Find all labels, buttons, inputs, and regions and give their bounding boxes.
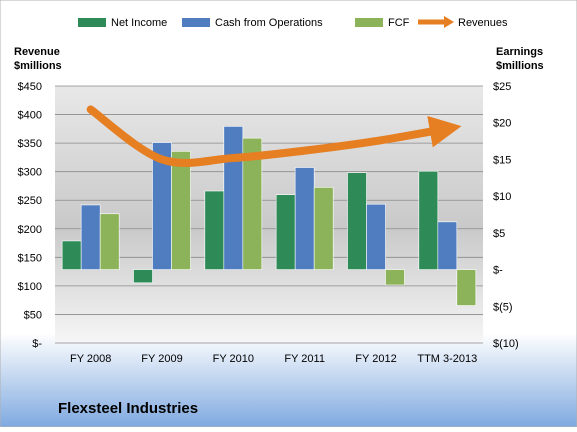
x-tick-label: FY 2008 <box>70 353 111 365</box>
legend-arrow-icon <box>444 16 454 28</box>
left-tick-label: $300 <box>18 167 42 179</box>
right-axis-title-line1: Earnings <box>496 46 543 58</box>
legend-swatch-net-income <box>78 18 106 27</box>
x-tick-label: FY 2010 <box>213 353 254 365</box>
right-tick-label: $10 <box>493 191 511 203</box>
bar-fcf <box>385 269 405 286</box>
legend-label-fcf: FCF <box>388 17 410 29</box>
bar-fcf <box>456 269 477 306</box>
bar-net-income <box>204 190 225 270</box>
legend-label-net-income: Net Income <box>111 17 167 29</box>
line-layer <box>86 105 462 167</box>
company-name: Flexsteel Industries <box>58 400 198 417</box>
legend-label-cash-from-operations: Cash from Operations <box>215 17 323 29</box>
legend-label-revenues: Revenues <box>458 17 508 29</box>
right-tick-label: $15 <box>493 154 511 166</box>
bar-net-income <box>61 240 82 270</box>
right-tick-label: $(10) <box>493 338 519 350</box>
right-tick-label: $20 <box>493 118 511 130</box>
bar-net-income <box>418 170 439 270</box>
legend-swatch-cash-from-operations <box>182 18 210 27</box>
x-tick-label: FY 2011 <box>284 353 325 365</box>
bar-fcf <box>99 213 120 270</box>
bar-cash-from-operations <box>437 221 458 270</box>
left-tick-label: $250 <box>18 195 42 207</box>
axis-layer: $- $50 $100 $150 $200 $250 $300 $350 $400 $450 $(1… <box>18 81 519 365</box>
legend: Net Income Cash from Operations FCF Revenue… <box>78 16 508 29</box>
left-tick-label: $200 <box>18 224 42 236</box>
right-tick-label: $(5) <box>493 301 513 313</box>
right-tick-label: $5 <box>493 228 505 240</box>
right-tick-label: $25 <box>493 81 511 93</box>
grid-layer <box>55 85 483 344</box>
bar-net-income <box>347 172 367 270</box>
left-tick-label: $- <box>32 338 42 350</box>
left-axis-title-line2: $millions <box>14 60 62 72</box>
right-axis-title-line2: $millions <box>496 60 544 72</box>
left-tick-label: $400 <box>18 110 42 122</box>
bar-cash-from-operations <box>294 167 315 270</box>
plot-area <box>55 86 483 343</box>
left-tick-label: $350 <box>18 138 42 150</box>
x-tick-label: FY 2012 <box>355 353 396 365</box>
bar-fcf <box>313 187 334 270</box>
bar-cash-from-operations <box>223 126 244 270</box>
right-tick-label: $- <box>493 265 503 277</box>
bar-cash-from-operations <box>366 203 386 270</box>
x-tick-label: TTM 3-2013 <box>417 353 477 365</box>
bar-fcf <box>242 137 263 270</box>
x-tick-label: FY 2009 <box>141 353 182 365</box>
legend-swatch-fcf <box>355 18 383 27</box>
series-line-revenues <box>86 105 462 167</box>
bar-net-income <box>133 269 153 284</box>
bar-fcf <box>171 151 191 270</box>
bar-net-income <box>275 194 296 270</box>
left-tick-label: $150 <box>18 252 42 264</box>
bar-cash-from-operations <box>80 204 101 270</box>
left-tick-label: $50 <box>24 309 42 321</box>
left-tick-label: $100 <box>18 281 42 293</box>
left-axis-title-line1: Revenue <box>14 46 60 58</box>
left-tick-label: $450 <box>18 81 42 93</box>
